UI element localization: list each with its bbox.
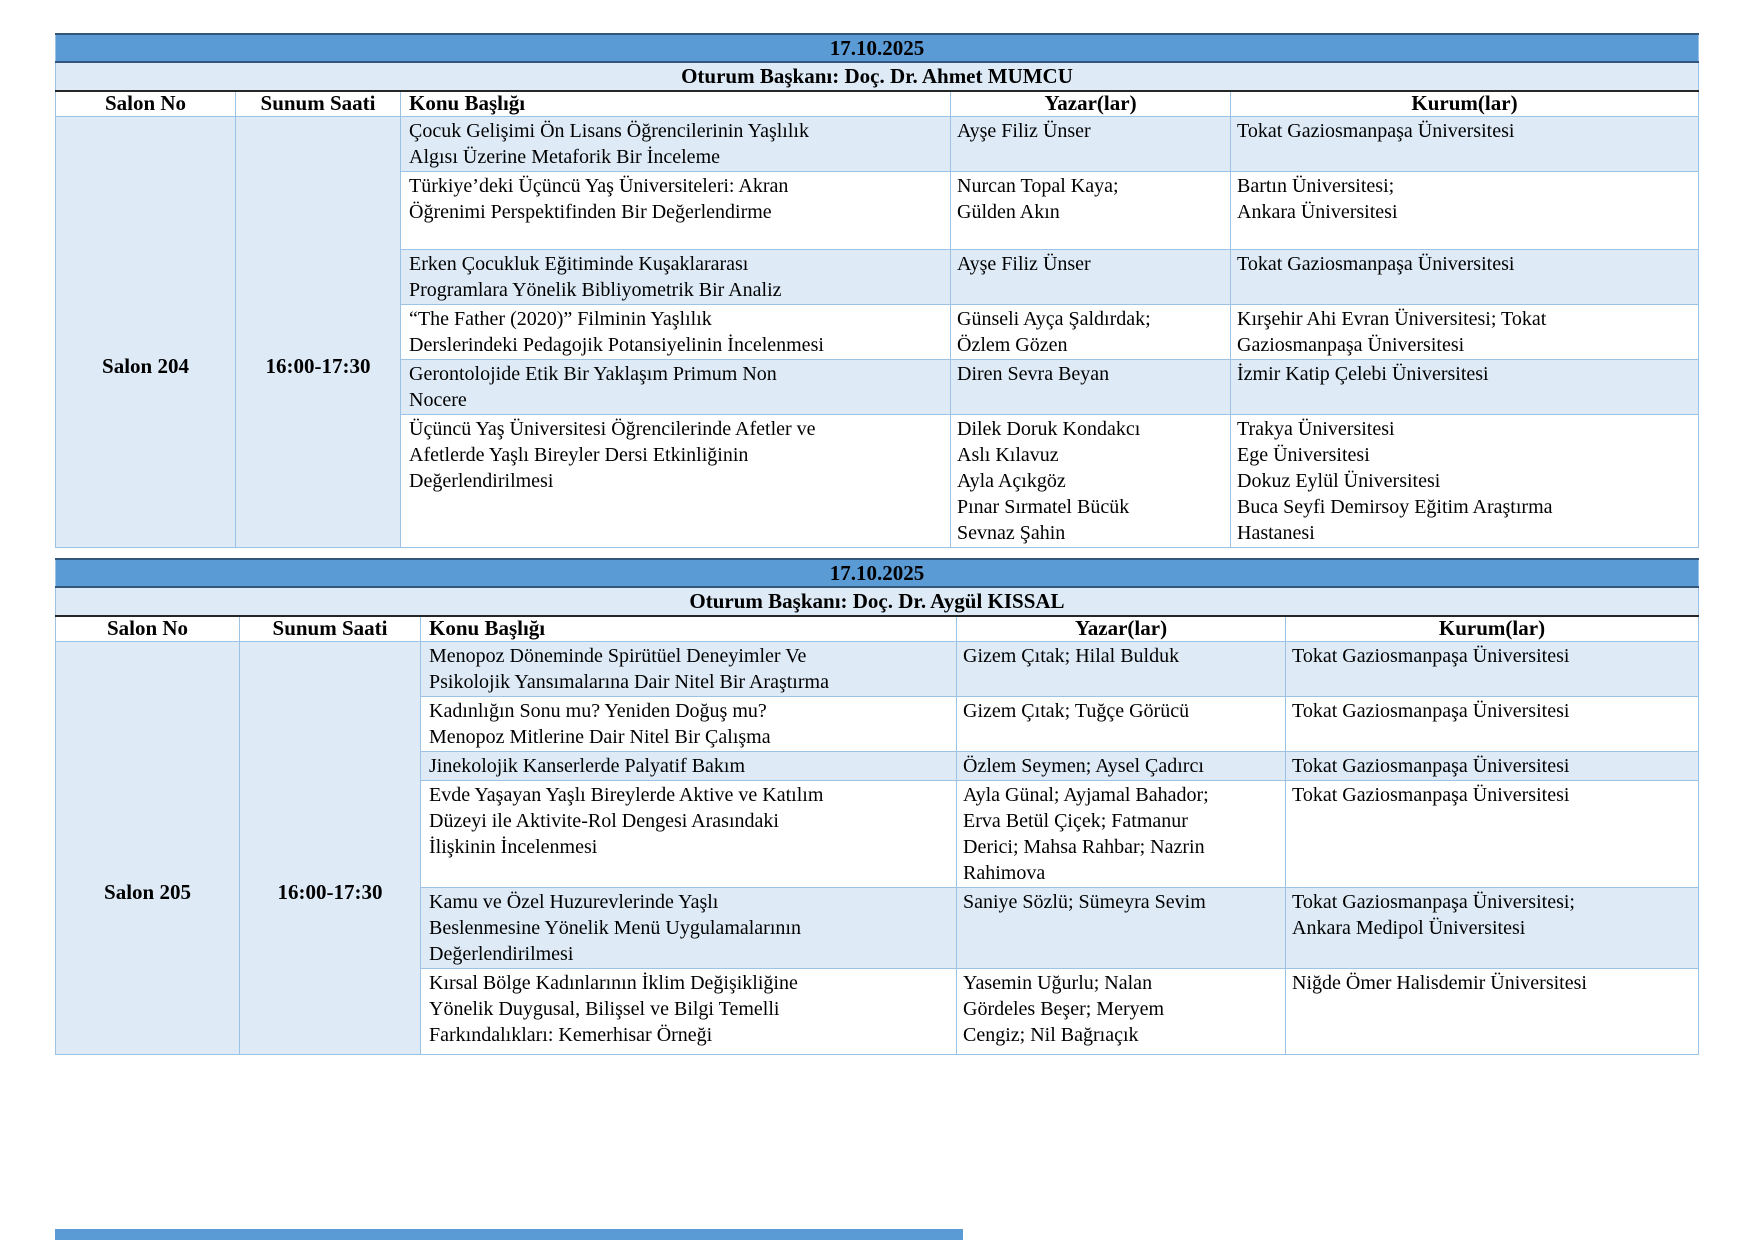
chair-header: Oturum Başkanı: Doç. Dr. Ahmet MUMCU — [55, 61, 1699, 92]
session-row: Türkiye’deki Üçüncü Yaş Üniversiteleri: … — [56, 170, 1699, 250]
authors-cell: Ayla Günal; Ayjamal Bahador; Erva Betül … — [956, 779, 1286, 888]
authors-cell: Yasemin Uğurlu; Nalan Gördeles Beşer; Me… — [956, 967, 1286, 1055]
column-header-row: Salon No Sunum Saati Konu Başlığı Yazar(… — [55, 615, 1699, 642]
col-yazarlar: Yazar(lar) — [956, 615, 1286, 642]
chair-row: Oturum Başkanı: Doç. Dr. Ahmet MUMCU — [55, 61, 1699, 92]
authors-cell: Özlem Seymen; Aysel Çadırcı — [956, 750, 1286, 781]
institutions-cell: Trakya Üniversitesi Ege Üniversitesi Dok… — [1230, 413, 1699, 548]
authors-cell: Gizem Çıtak; Tuğçe Görücü — [956, 695, 1286, 752]
session-row: Salon 205 16:00-17:30 Menopoz Döneminde … — [55, 640, 1699, 1055]
institutions-cell: Niğde Ömer Halisdemir Üniversitesi — [1285, 967, 1699, 1055]
topic-cell: Erken Çocukluk Eğitiminde Kuşaklararası … — [400, 248, 951, 305]
topic-cell: Jinekolojik Kanserlerde Palyatif Bakım — [420, 750, 957, 781]
institutions-cell: Bartın Üniversitesi; Ankara Üniversitesi — [1230, 170, 1699, 250]
col-sunum-saati: Sunum Saati — [239, 615, 421, 642]
authors-cell: Nurcan Topal Kaya; Gülden Akın — [950, 170, 1231, 250]
col-konu-basligi: Konu Başlığı — [400, 90, 951, 117]
topic-cell: Üçüncü Yaş Üniversitesi Öğrencilerinde A… — [400, 413, 951, 548]
session-row: Üçüncü Yaş Üniversitesi Öğrencilerinde A… — [56, 413, 1699, 548]
col-salon-no: Salon No — [55, 615, 240, 642]
topic-cell: Çocuk Gelişimi Ön Lisans Öğrencilerinin … — [400, 115, 951, 172]
session-row: Gerontolojide Etik Bir Yaklaşım Primum N… — [56, 358, 1699, 415]
topic-cell: Menopoz Döneminde Spirütüel Deneyimler V… — [420, 640, 957, 697]
col-kurumlar: Kurum(lar) — [1285, 615, 1699, 642]
chair-row: Oturum Başkanı: Doç. Dr. Aygül KISSAL — [55, 586, 1699, 617]
topic-cell: Gerontolojide Etik Bir Yaklaşım Primum N… — [400, 358, 951, 415]
session-table-1: 17.10.2025 Oturum Başkanı: Doç. Dr. Ahme… — [55, 33, 1699, 548]
institutions-cell: Tokat Gaziosmanpaşa Üniversitesi — [1230, 248, 1699, 305]
authors-cell: Saniye Sözlü; Sümeyra Sevim — [956, 886, 1286, 969]
chair-header: Oturum Başkanı: Doç. Dr. Aygül KISSAL — [55, 586, 1699, 617]
institutions-cell: Tokat Gaziosmanpaşa Üniversitesi — [1230, 115, 1699, 172]
institutions-cell: Tokat Gaziosmanpaşa Üniversitesi — [1285, 750, 1699, 781]
topic-cell: Evde Yaşayan Yaşlı Bireylerde Aktive ve … — [420, 779, 957, 888]
column-header-row: Salon No Sunum Saati Konu Başlığı Yazar(… — [55, 90, 1699, 117]
institutions-cell: İzmir Katip Çelebi Üniversitesi — [1230, 358, 1699, 415]
authors-cell: Ayşe Filiz Ünser — [950, 115, 1231, 172]
session-row: Jinekolojik Kanserlerde Palyatif Bakım Ö… — [56, 750, 1699, 781]
session-row: Kamu ve Özel Huzurevlerinde Yaşlı Beslen… — [56, 886, 1699, 969]
topic-cell: Kadınlığın Sonu mu? Yeniden Doğuş mu? Me… — [420, 695, 957, 752]
institutions-cell: Tokat Gaziosmanpaşa Üniversitesi — [1285, 695, 1699, 752]
date-row: 17.10.2025 — [55, 558, 1699, 588]
topic-cell: Türkiye’deki Üçüncü Yaş Üniversiteleri: … — [400, 170, 951, 250]
session-row: Kadınlığın Sonu mu? Yeniden Doğuş mu? Me… — [56, 695, 1699, 752]
topic-cell: “The Father (2020)” Filminin Yaşlılık De… — [400, 303, 951, 360]
salon-cell: Salon 204 — [55, 115, 236, 548]
date-header: 17.10.2025 — [55, 558, 1699, 588]
col-yazarlar: Yazar(lar) — [950, 90, 1231, 117]
salon-cell: Salon 205 — [55, 640, 240, 1055]
topic-cell: Kamu ve Özel Huzurevlerinde Yaşlı Beslen… — [420, 886, 957, 969]
next-table-date-bar — [55, 1229, 963, 1240]
authors-cell: Diren Sevra Beyan — [950, 358, 1231, 415]
session-row: Kırsal Bölge Kadınlarının İklim Değişikl… — [56, 967, 1699, 1055]
institutions-cell: Tokat Gaziosmanpaşa Üniversitesi — [1285, 779, 1699, 888]
col-konu-basligi: Konu Başlığı — [420, 615, 957, 642]
col-salon-no: Salon No — [55, 90, 236, 117]
institutions-cell: Tokat Gaziosmanpaşa Üniversitesi; Ankara… — [1285, 886, 1699, 969]
session-row: Evde Yaşayan Yaşlı Bireylerde Aktive ve … — [56, 779, 1699, 888]
session-table-2: 17.10.2025 Oturum Başkanı: Doç. Dr. Aygü… — [55, 558, 1699, 1055]
authors-cell: Ayşe Filiz Ünser — [950, 248, 1231, 305]
col-sunum-saati: Sunum Saati — [235, 90, 401, 117]
session-row: Erken Çocukluk Eğitiminde Kuşaklararası … — [56, 248, 1699, 305]
authors-cell: Günseli Ayça Şaldırdak; Özlem Gözen — [950, 303, 1231, 360]
col-kurumlar: Kurum(lar) — [1230, 90, 1699, 117]
date-header: 17.10.2025 — [55, 33, 1699, 63]
session-row: Salon 204 16:00-17:30 Çocuk Gelişimi Ön … — [55, 115, 1699, 548]
authors-cell: Dilek Doruk Kondakcı Aslı Kılavuz Ayla A… — [950, 413, 1231, 548]
authors-cell: Gizem Çıtak; Hilal Bulduk — [956, 640, 1286, 697]
institutions-cell: Kırşehir Ahi Evran Üniversitesi; Tokat G… — [1230, 303, 1699, 360]
institutions-cell: Tokat Gaziosmanpaşa Üniversitesi — [1285, 640, 1699, 697]
time-cell: 16:00-17:30 — [239, 640, 421, 1055]
date-row: 17.10.2025 — [55, 33, 1699, 63]
topic-cell: Kırsal Bölge Kadınlarının İklim Değişikl… — [420, 967, 957, 1055]
time-cell: 16:00-17:30 — [235, 115, 401, 548]
